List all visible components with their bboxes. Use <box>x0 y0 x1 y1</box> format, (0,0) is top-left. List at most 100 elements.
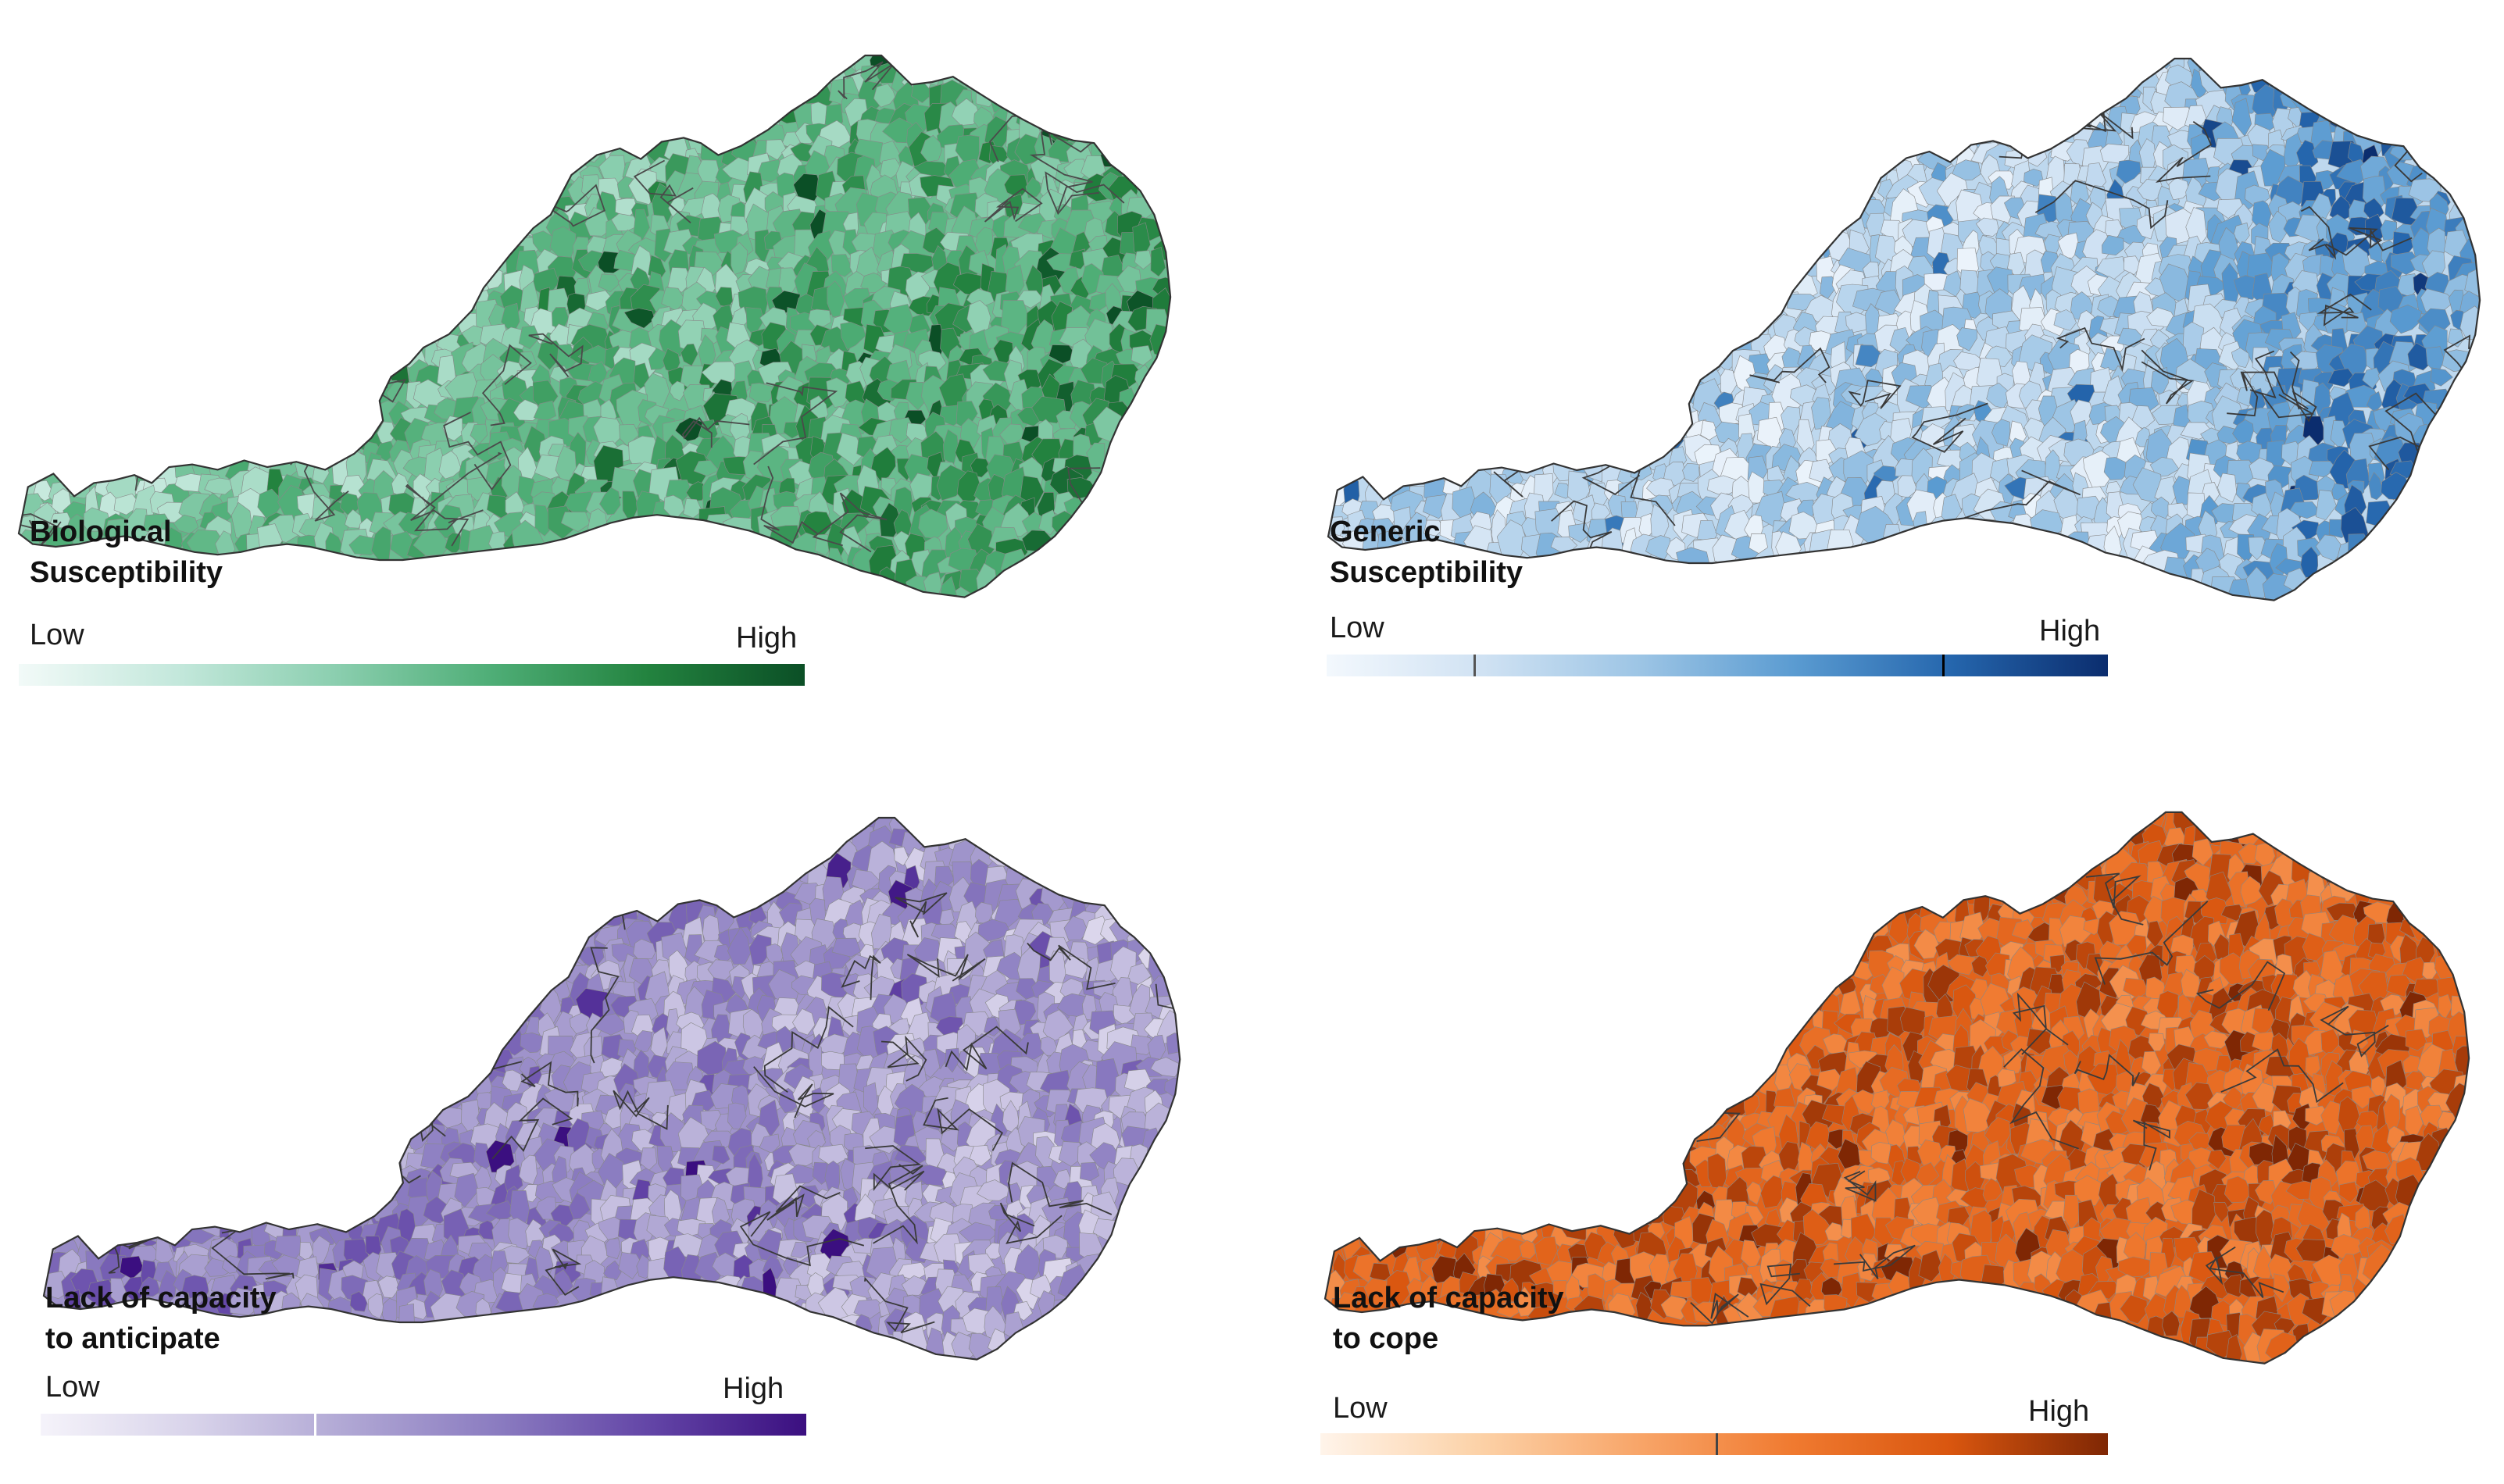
district-line <box>443 411 512 491</box>
district-line <box>1911 402 1988 453</box>
municipality <box>985 1242 1004 1260</box>
municipality <box>2231 98 2252 137</box>
municipality <box>1053 1168 1072 1190</box>
municipality <box>1874 289 1902 316</box>
municipality <box>204 477 234 495</box>
district-line <box>2368 392 2440 471</box>
map-title-generic: Generic Susceptibility <box>1330 515 1523 589</box>
legend-tick <box>1942 655 1945 676</box>
municipality <box>2308 460 2337 478</box>
municipality <box>993 898 1024 929</box>
district-line <box>1506 59 1565 117</box>
district-line <box>231 829 298 878</box>
district-line <box>1328 205 1339 301</box>
municipality <box>603 1260 622 1280</box>
municipality <box>518 325 540 350</box>
municipality <box>1854 412 1890 447</box>
municipality <box>2082 450 2114 488</box>
district-line <box>495 905 573 953</box>
legend-tick <box>314 1414 316 1436</box>
municipality <box>605 1238 621 1260</box>
municipality <box>821 1051 845 1071</box>
municipality <box>667 267 692 293</box>
municipality <box>652 183 677 223</box>
district-line <box>1173 468 1219 519</box>
district-line <box>455 98 544 137</box>
municipality <box>1016 1033 1045 1061</box>
municipality <box>923 572 942 598</box>
municipality <box>1058 1141 1084 1167</box>
municipality <box>920 134 942 162</box>
district-line <box>1959 469 2081 532</box>
municipality <box>1824 1294 1848 1318</box>
municipality <box>791 1008 816 1036</box>
municipality <box>1943 270 1963 298</box>
municipality <box>1063 915 1088 941</box>
legend-low-label: Low <box>1330 612 1384 644</box>
legend-low-label: Low <box>45 1371 100 1404</box>
municipality <box>2123 255 2141 276</box>
district-line <box>1899 586 1957 601</box>
legend-high-label: High <box>736 622 798 655</box>
municipality <box>2024 168 2044 187</box>
district-line <box>1848 380 1902 409</box>
district-line <box>702 857 783 899</box>
municipality <box>1134 250 1152 269</box>
district-line <box>681 416 750 448</box>
district-line <box>223 387 266 441</box>
municipality <box>84 507 110 532</box>
legend-tick <box>1473 655 1476 676</box>
district-line <box>2141 349 2195 405</box>
municipality <box>2217 473 2238 503</box>
municipality <box>952 98 981 126</box>
municipality <box>1682 462 1700 482</box>
municipality <box>508 1218 530 1250</box>
district-line <box>1658 1063 1716 1114</box>
district-line <box>1422 971 1541 1008</box>
municipality <box>2389 304 2423 334</box>
municipality <box>2100 348 2125 372</box>
municipality <box>345 508 362 529</box>
municipality <box>680 343 698 366</box>
municipality <box>722 516 755 537</box>
municipality <box>974 227 994 257</box>
district-line <box>1691 276 1747 343</box>
district-line <box>175 291 249 329</box>
municipality <box>454 1172 479 1208</box>
district-line <box>200 915 306 954</box>
municipality <box>2380 219 2397 241</box>
municipality <box>2102 234 2124 256</box>
municipality <box>520 1032 547 1054</box>
district-line <box>1427 915 1520 947</box>
district-line <box>44 1156 50 1211</box>
municipality <box>831 937 861 958</box>
district-line <box>1325 872 1338 940</box>
municipality <box>2149 456 2180 477</box>
district-line <box>1116 521 1159 568</box>
legend-low-label: Low <box>1333 1392 1388 1425</box>
district-line <box>1581 322 1642 366</box>
municipality <box>2391 197 2421 227</box>
municipality <box>569 1192 591 1220</box>
district-line <box>2381 1327 2450 1364</box>
district-line <box>2289 351 2317 423</box>
municipality <box>2216 198 2245 219</box>
municipality <box>623 308 655 329</box>
municipality <box>1707 1153 1727 1189</box>
district-line <box>2227 371 2309 417</box>
district-line <box>2392 554 2442 601</box>
district-line <box>753 382 838 466</box>
municipality <box>840 322 866 351</box>
municipality <box>1826 530 1854 560</box>
district-line <box>257 223 314 279</box>
municipality <box>519 1154 538 1185</box>
municipality <box>1568 523 1591 543</box>
district-line <box>405 483 484 532</box>
district-line <box>265 417 353 456</box>
municipality <box>670 380 685 401</box>
municipality <box>2248 537 2270 561</box>
municipality <box>598 273 620 293</box>
municipality <box>1069 248 1088 269</box>
municipality <box>1707 475 1741 495</box>
municipality <box>1116 265 1141 293</box>
